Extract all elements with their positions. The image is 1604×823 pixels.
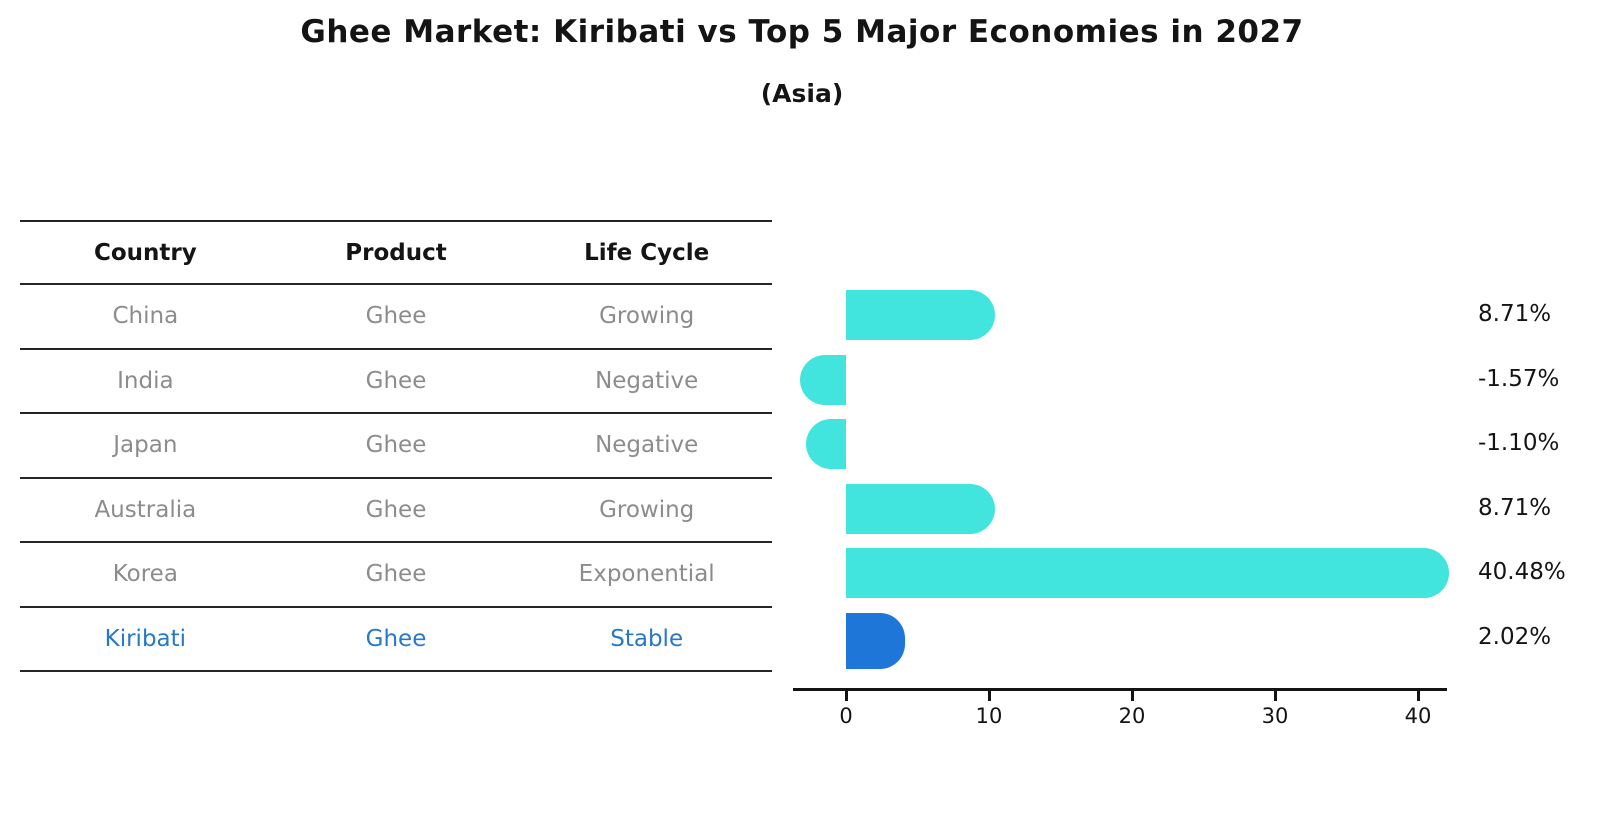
country-cell: China: [112, 303, 179, 330]
x-tick-label: 10: [975, 704, 1003, 728]
lifecycle-cell: Negative: [595, 432, 699, 459]
table-row-japan: Japan Ghee Negative: [20, 414, 772, 479]
table-header-lifecycle: Life Cycle: [584, 239, 710, 266]
table-row-australia: Australia Ghee Growing: [20, 479, 772, 543]
bar-kiribati: [846, 612, 905, 669]
value-label-china: 8.71%: [1478, 301, 1552, 328]
country-cell: Kiribati: [104, 625, 187, 652]
value-label-australia: 8.71%: [1478, 494, 1552, 521]
chart-subtitle: (Asia): [760, 79, 844, 108]
value-label-india: -1.57%: [1478, 365, 1560, 392]
bar-india: [799, 354, 846, 405]
table-row-kiribati: Kiribati Ghee Stable: [20, 608, 772, 672]
table-header-row: Country Product Life Cycle: [20, 222, 772, 285]
lifecycle-cell: Growing: [599, 496, 695, 523]
lifecycle-cell: Negative: [595, 367, 699, 394]
country-cell: Korea: [112, 561, 178, 588]
chart-title: Ghee Market: Kiribati vs Top 5 Major Eco…: [300, 14, 1304, 50]
bar-australia: [846, 483, 995, 534]
lifecycle-cell: Stable: [610, 625, 684, 652]
x-axis-line: [793, 688, 1447, 691]
bar-japan: [806, 419, 846, 470]
x-tick-label: 30: [1261, 704, 1289, 728]
product-cell: Ghee: [365, 432, 427, 459]
product-cell: Ghee: [365, 496, 427, 523]
country-cell: Australia: [94, 496, 197, 523]
country-cell: Japan: [113, 432, 178, 459]
x-tick-label: 40: [1404, 704, 1432, 728]
bar-china: [846, 290, 995, 341]
country-cell: India: [117, 367, 174, 394]
value-label-japan: -1.10%: [1478, 430, 1560, 457]
table-header-country: Country: [93, 239, 197, 266]
x-tick-mark: [845, 691, 848, 701]
lifecycle-cell: Growing: [599, 303, 695, 330]
table-body: China Ghee Growing India Ghee Negative Japan Gh…: [20, 285, 772, 672]
product-cell: Ghee: [365, 561, 427, 588]
value-label-korea: 40.48%: [1478, 559, 1566, 586]
table-row-india: India Ghee Negative: [20, 350, 772, 414]
product-cell: Ghee: [365, 625, 427, 652]
product-cell: Ghee: [365, 367, 427, 394]
table-header-product: Product: [345, 239, 447, 266]
product-cell: Ghee: [365, 303, 427, 330]
country-table: Country Product Life Cycle China Ghee Grow…: [20, 220, 772, 672]
x-tick-mark: [1274, 691, 1277, 701]
value-label-kiribati: 2.02%: [1478, 623, 1552, 650]
x-tick-mark: [1131, 691, 1134, 701]
x-tick-label: 20: [1118, 704, 1146, 728]
x-tick-mark: [988, 691, 991, 701]
lifecycle-cell: Exponential: [578, 561, 715, 588]
table-row-korea: Korea Ghee Exponential: [20, 543, 772, 608]
x-tick-mark: [1417, 691, 1420, 701]
table-row-china: China Ghee Growing: [20, 285, 772, 350]
x-tick-label: 0: [839, 704, 853, 728]
bar-korea: [846, 548, 1449, 599]
